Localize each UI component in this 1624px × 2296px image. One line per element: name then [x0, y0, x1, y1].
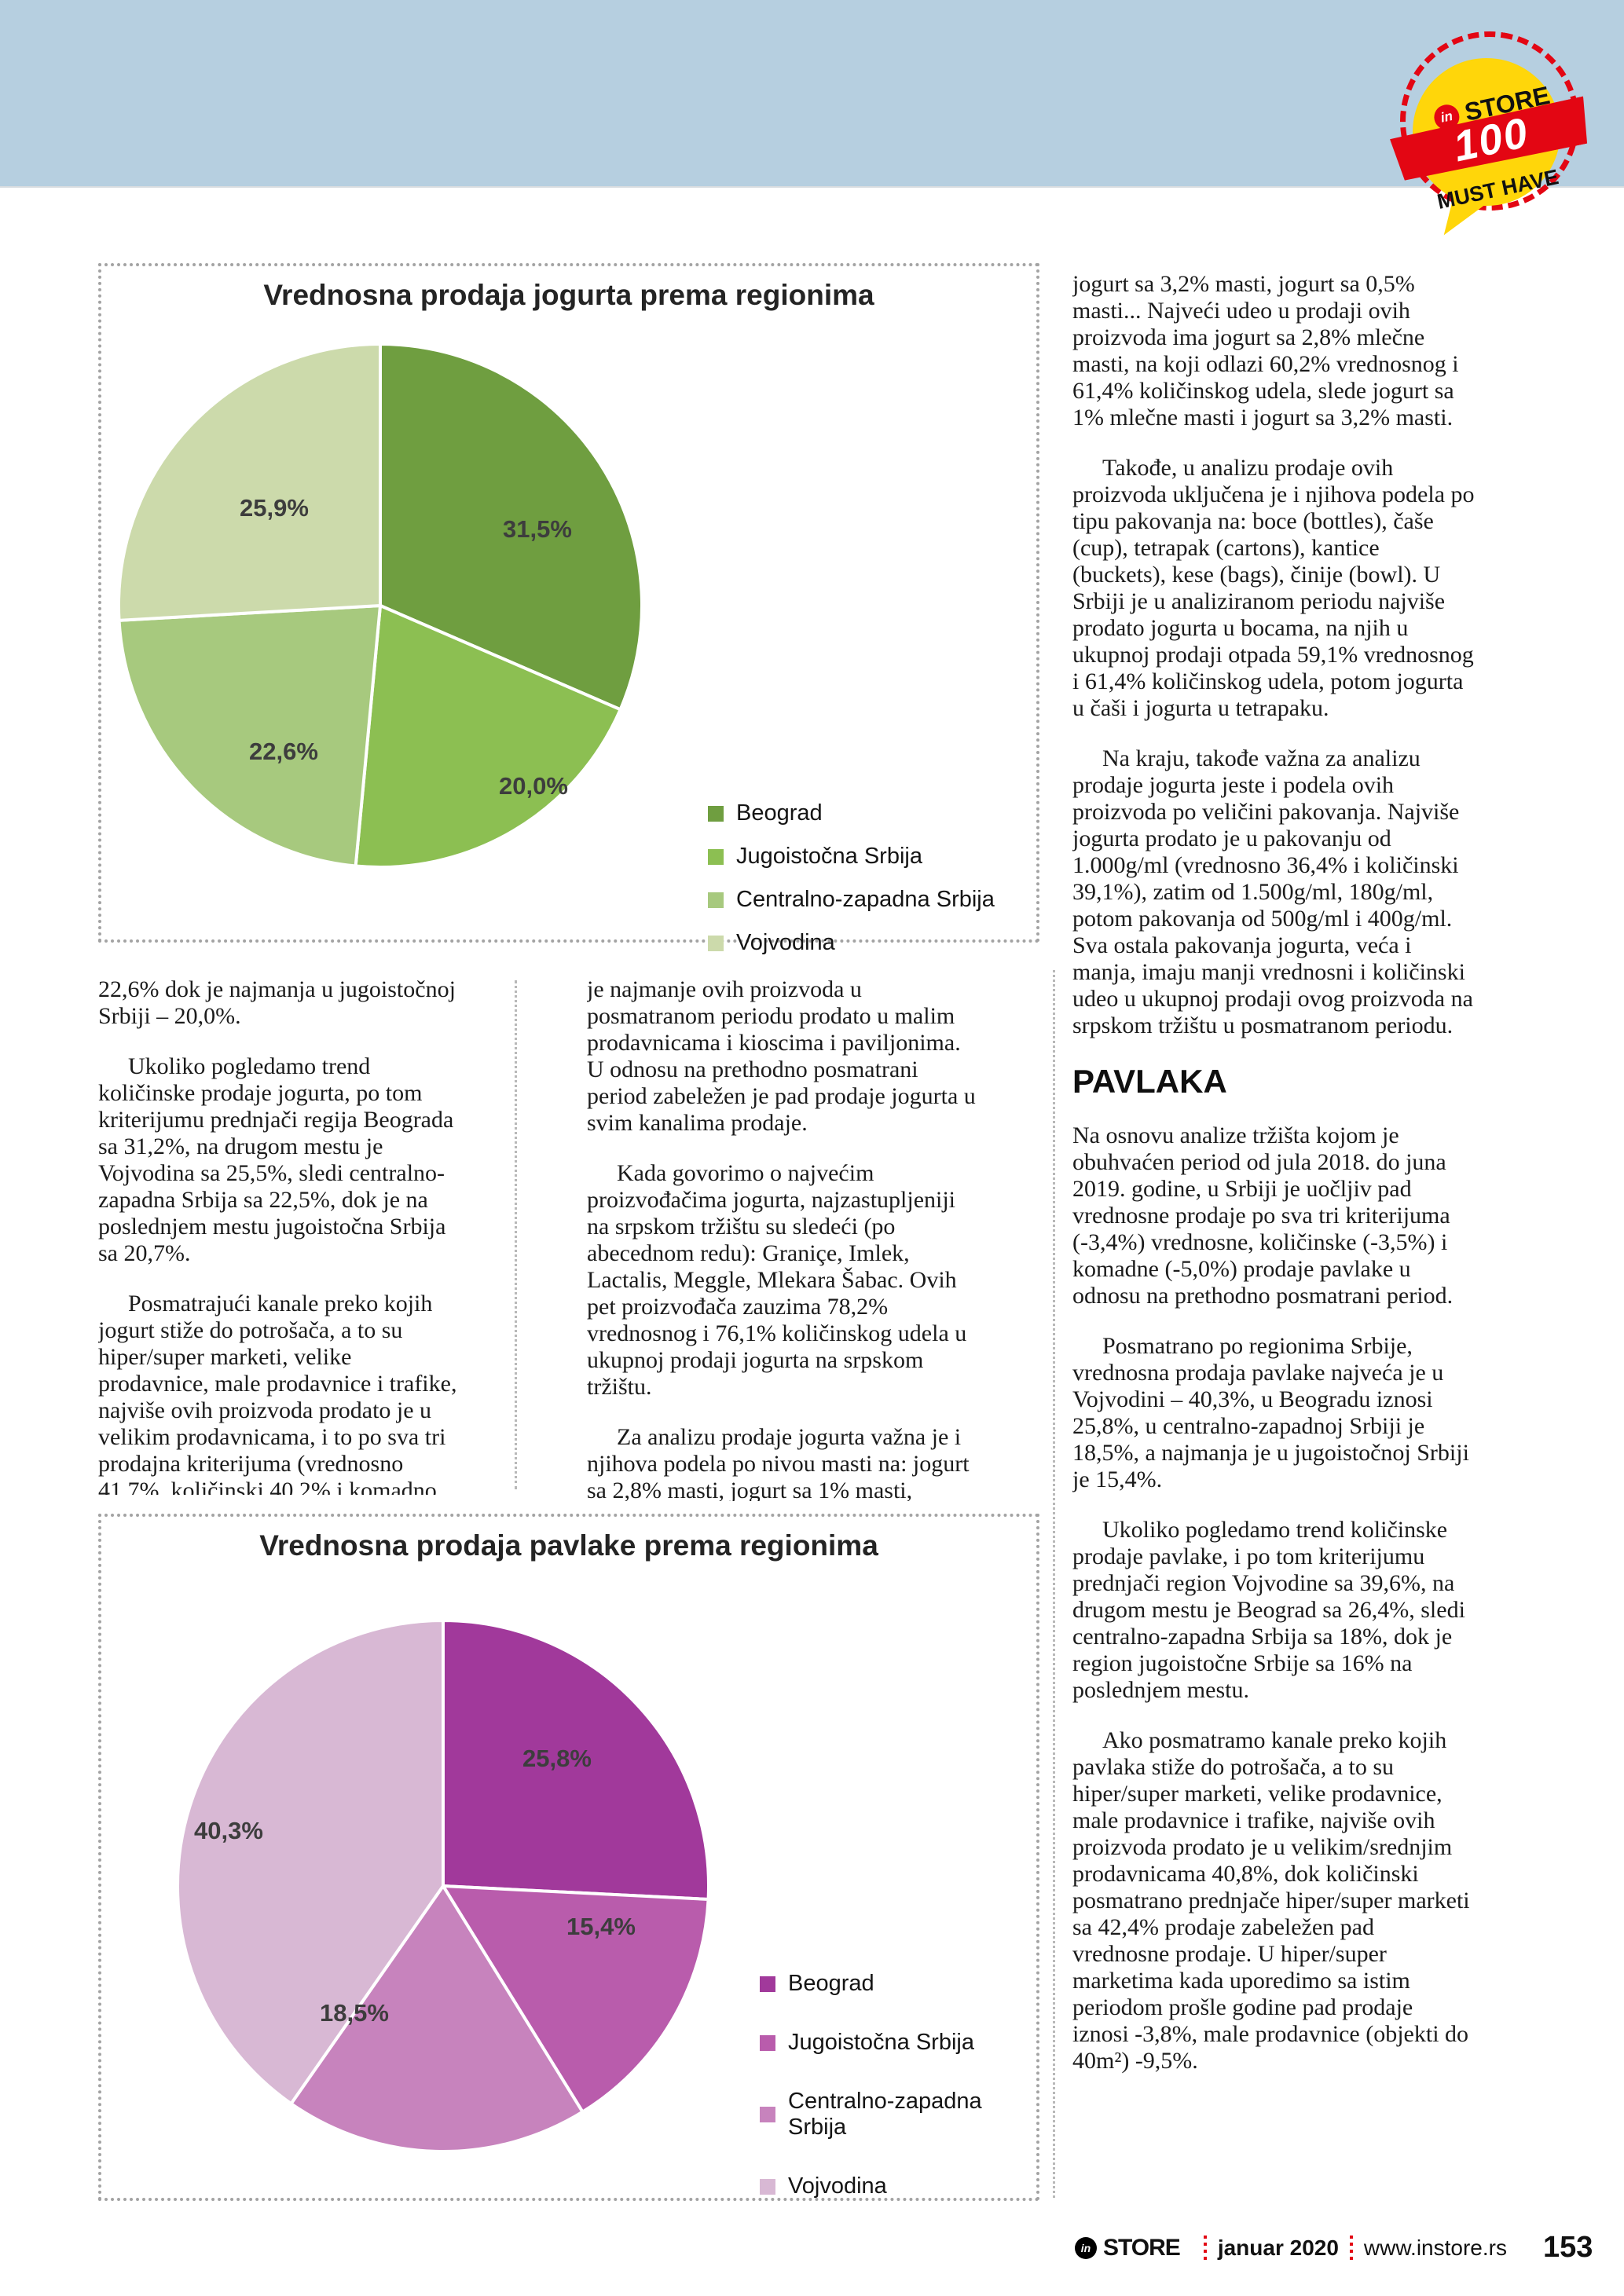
paragraph: jogurt sa 3,2% masti, jogurt sa 0,5% mas…	[1072, 271, 1459, 430]
legend-swatch-icon	[708, 892, 724, 908]
paragraph: Posmatrajući kanale preko kojih jogurt s…	[98, 1291, 457, 1495]
pie-slice-beograd	[379, 342, 643, 712]
legend-label: Beograd	[788, 1971, 874, 1996]
paragraph: je najmanje ovih proizvoda u posmatranom…	[587, 976, 976, 1136]
legend-swatch-icon	[708, 805, 724, 822]
paragraph: Takođe, u analizu prodaje ovih proizvoda…	[1072, 455, 1475, 721]
paragraph: 22,6% dok je najmanja u jugoistočnoj Srb…	[98, 976, 456, 1029]
legend-swatch-icon	[760, 1976, 775, 1992]
text-column-1: 22,6% dok je najmanja u jugoistočnoj Srb…	[98, 976, 466, 1495]
pie-slice-vojvodina	[176, 1618, 445, 2106]
page-number: 153	[1542, 2231, 1593, 2264]
pie-slice-beograd	[442, 1618, 710, 1902]
pie-value-label: 25,9%	[240, 494, 309, 522]
instore-footer-logo-icon: in	[1075, 2236, 1097, 2259]
text-column-3: jogurt sa 3,2% masti, jogurt sa 0,5% mas…	[1072, 271, 1475, 2207]
pie-chart-yogurt: 31,5% 20,0% 22,6% 25,9%	[117, 342, 643, 869]
pie-slice-vojvodina	[117, 342, 382, 622]
chart-legend: Beograd Jugoistočna Srbija Centralno-zapad…	[760, 1971, 1036, 2232]
paragraph: Kada govorimo o najvećim proizvođačima j…	[587, 1160, 967, 1400]
section-heading-pavlaka: PAVLAKA	[1072, 1063, 1227, 1100]
footer-brand: STORE	[1103, 2234, 1181, 2261]
pie-slice-centralno-zapadna-srbija	[117, 603, 383, 868]
column-divider	[515, 980, 517, 1489]
instore-100-must-have-badge: in STORE 100 MUST HAVE	[1388, 20, 1597, 244]
pie-chart-pavlaka: 25,8% 15,4% 18,5% 40,3%	[176, 1618, 710, 2153]
footer-separator-icon	[1349, 2235, 1353, 2261]
top-blue-band	[0, 0, 1624, 188]
legend-swatch-icon	[760, 2178, 775, 2195]
page-footer: in STORE januar 2020 www.instore.rs 153	[1075, 2231, 1593, 2265]
pie-value-label: 31,5%	[503, 515, 572, 543]
paragraph: Ukoliko pogledamo trend količinske proda…	[1072, 1517, 1465, 1703]
legend-label: Centralno-zapadna Srbija	[736, 887, 995, 912]
paragraph: Za analizu prodaje jogurta važna je i nj…	[587, 1424, 970, 1501]
column-divider	[1053, 970, 1055, 2198]
pie-value-label: 22,6%	[249, 738, 318, 765]
legend-swatch-icon	[708, 848, 724, 865]
legend-item: Centralno-zapadna Srbija	[760, 2089, 1036, 2140]
legend-label: Beograd	[736, 800, 823, 826]
footer-website: www.instore.rs	[1363, 2235, 1507, 2260]
paragraph: Posmatrano po regionima Srbije, vrednosn…	[1072, 1333, 1469, 1492]
chart-legend: Beograd Jugoistočna Srbija Centralno-zapad…	[708, 800, 995, 973]
pie-value-label: 18,5%	[320, 1999, 389, 2027]
legend-swatch-icon	[760, 2034, 775, 2051]
legend-item: Beograd	[708, 800, 995, 826]
chart-yogurt-value-sales-by-region: Vrednosna prodaja jogurta prema regionim…	[98, 263, 1039, 955]
pie-value-label: 20,0%	[499, 772, 568, 800]
legend-label: Jugoistočna Srbija	[788, 2030, 974, 2055]
chart-title: Vrednosna prodaja pavlake prema regionim…	[259, 1529, 878, 1562]
pie-slice-jugoisto-na-srbija	[440, 1884, 710, 2115]
legend-swatch-icon	[708, 935, 724, 951]
legend-label: Vojvodina	[788, 2173, 887, 2199]
paragraph: Ukoliko pogledamo trend količinske proda…	[98, 1053, 454, 1266]
legend-label: Centralno-zapadna Srbija	[788, 2089, 982, 2140]
pie-slice-centralno-zapadna-srbija	[288, 1883, 585, 2153]
paragraph: Na osnovu analize tržišta kojom je obuhv…	[1072, 1122, 1454, 1309]
paragraph: Na kraju, takođe važna za analizu prodaj…	[1072, 745, 1473, 1038]
text-column-2: je najmanje ovih proizvoda u posmatranom…	[587, 976, 980, 1501]
legend-item: Vojvodina	[760, 2173, 1036, 2199]
footer-issue-date: januar 2020	[1217, 2235, 1339, 2260]
pie-slice-jugoisto-na-srbija	[354, 603, 623, 869]
legend-item: Vojvodina	[708, 930, 995, 956]
legend-label: Vojvodina	[736, 930, 835, 955]
legend-item: Jugoistočna Srbija	[708, 844, 995, 870]
pie-value-label: 15,4%	[566, 1913, 636, 1940]
chart-sour-cream-value-sales-by-region: Vrednosna prodaja pavlake prema regionim…	[98, 1514, 1039, 2201]
paragraph: Ako posmatramo kanale preko kojih pavlak…	[1072, 1727, 1470, 2074]
footer-separator-icon	[1203, 2235, 1207, 2261]
legend-item: Beograd	[760, 1971, 1036, 1997]
legend-item: Jugoistočna Srbija	[760, 2030, 1036, 2056]
legend-item: Centralno-zapadna Srbija	[708, 887, 995, 913]
legend-label: Jugoistočna Srbija	[736, 844, 922, 869]
pie-value-label: 40,3%	[194, 1817, 263, 1844]
legend-swatch-icon	[760, 2107, 775, 2122]
pie-value-label: 25,8%	[522, 1745, 592, 1772]
chart-title: Vrednosna prodaja jogurta prema regionim…	[263, 279, 874, 311]
